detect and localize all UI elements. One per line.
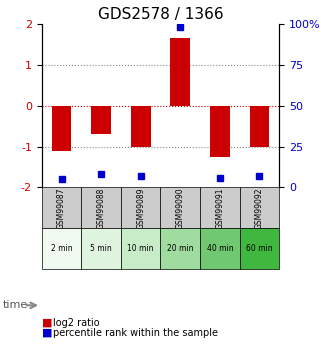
Bar xyxy=(240,187,279,228)
Bar xyxy=(81,187,121,228)
Bar xyxy=(200,187,240,228)
Bar xyxy=(42,228,81,269)
Text: 20 min: 20 min xyxy=(167,244,194,253)
Text: ■: ■ xyxy=(42,318,52,327)
Bar xyxy=(249,106,269,147)
Text: percentile rank within the sample: percentile rank within the sample xyxy=(53,328,218,338)
Bar xyxy=(121,228,160,269)
Bar xyxy=(91,106,111,134)
Text: 2 min: 2 min xyxy=(51,244,72,253)
Text: time: time xyxy=(3,300,29,310)
Bar xyxy=(160,228,200,269)
Text: GSM99092: GSM99092 xyxy=(255,187,264,229)
Text: GSM99090: GSM99090 xyxy=(176,187,185,229)
Text: GSM99089: GSM99089 xyxy=(136,187,145,229)
Bar xyxy=(200,228,240,269)
Text: GSM99087: GSM99087 xyxy=(57,187,66,229)
Bar xyxy=(170,38,190,106)
Bar xyxy=(240,228,279,269)
Text: 40 min: 40 min xyxy=(207,244,233,253)
Text: 10 min: 10 min xyxy=(127,244,154,253)
Bar xyxy=(121,187,160,228)
Bar xyxy=(52,106,71,151)
Text: 60 min: 60 min xyxy=(246,244,273,253)
Bar xyxy=(210,106,230,157)
Text: log2 ratio: log2 ratio xyxy=(53,318,100,327)
Bar xyxy=(160,187,200,228)
Bar xyxy=(42,187,81,228)
Bar xyxy=(131,106,151,147)
Text: GSM99088: GSM99088 xyxy=(97,187,106,228)
Text: GSM99091: GSM99091 xyxy=(215,187,224,229)
Bar xyxy=(81,228,121,269)
Text: 5 min: 5 min xyxy=(90,244,112,253)
Text: ■: ■ xyxy=(42,328,52,338)
Title: GDS2578 / 1366: GDS2578 / 1366 xyxy=(98,7,223,22)
